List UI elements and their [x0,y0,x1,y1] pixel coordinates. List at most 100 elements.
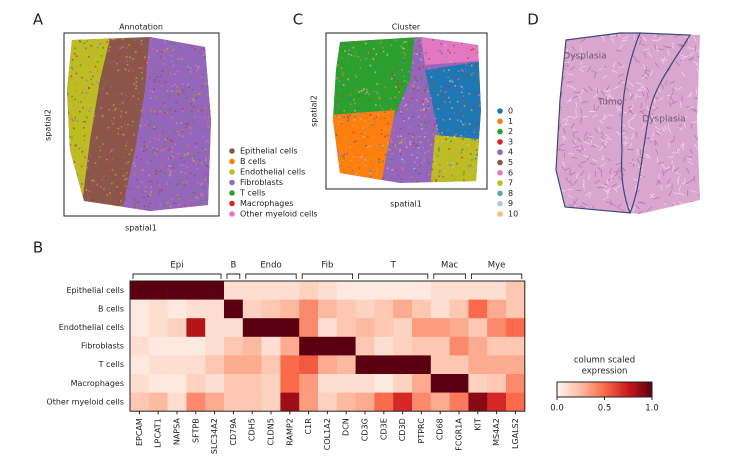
legend-marker [497,108,503,114]
heatmap-cell [148,336,168,356]
group-label: Mye [488,261,506,271]
heatmap-cell [487,336,507,356]
heatmap-cell [468,281,488,300]
colorbar-step [609,382,612,397]
colorbar-step [588,382,591,397]
legend-label: 5 [508,158,513,167]
colorbar-step [583,382,586,397]
legend-marker [229,148,235,154]
column-label: CD68 [436,418,445,440]
colorbar-tick-label: 1.0 [645,404,659,414]
heatmap-cell [506,392,526,412]
region-label: Dysplasia [642,115,685,125]
region-label: Tumor [597,98,626,108]
heatmap-cell [393,392,413,412]
colorbar-step [563,382,566,397]
heatmap-cell [186,355,206,375]
heatmap-cell [430,374,450,393]
colorbar-step [607,382,610,397]
heatmap-cell [468,336,488,356]
heatmap-cell [506,374,526,393]
colorbar-step [561,382,564,397]
colorbar-step [587,382,589,397]
column-label: CD3G [361,418,370,441]
legend-label: Other myeloid cells [240,210,318,219]
legend-label: 0 [508,107,513,116]
heatmap-cell [148,299,168,319]
column-label: LGALS2 [511,418,520,449]
heatmap-cell [242,355,262,375]
heatmap-cell [374,374,394,393]
legend-marker [229,211,235,217]
colorbar-step [599,382,602,397]
heatmap-cell [506,355,526,375]
row-label: Other myeloid cells [46,397,124,406]
panel-label: C [293,11,303,29]
heatmap-cell [506,318,526,338]
heatmap-cell [487,299,507,319]
heatmap-cell [167,355,187,375]
heatmap-cell [148,355,168,375]
colorbar-step [644,382,646,397]
column-label: RAMP2 [285,418,294,446]
heatmap-cell [318,392,338,412]
heatmap-cell [374,355,394,375]
group-bracket [301,273,354,279]
heatmap-cell [205,392,225,412]
heatmap-cell [299,374,319,393]
heatmap-cell [374,392,394,412]
legend-marker [497,159,503,166]
heatmap-cell [468,299,488,319]
colorbar-step [637,382,640,397]
colorbar-step [558,382,561,397]
heatmap-cell [430,355,450,375]
colorbar-step [585,382,588,397]
heatmap-cell [299,318,319,338]
heatmap-cell [506,299,526,319]
heatmap-cell [299,299,319,319]
heatmap-cell [242,281,262,300]
heatmap-cell [355,355,375,375]
heatmap-cell [393,355,413,375]
plot-title: Cluster [392,23,421,32]
colorbar-step [604,382,607,397]
legend-marker [497,118,503,125]
heatmap-cell [280,392,300,412]
colorbar-step [626,382,629,397]
heatmap-cell [374,336,394,356]
heatmap-cell [468,318,488,338]
heatmap-cell [412,336,432,356]
column-label: EPCAM [135,418,144,446]
colorbar-step [598,382,601,397]
heatmap-cell [412,392,432,412]
colorbar-step [572,382,575,397]
heatmap-cell [130,299,150,319]
heatmap-cell [299,355,319,375]
heatmap-cell [167,318,187,338]
heatmap-cell [374,318,394,338]
legend-label: T cells [239,189,265,198]
group-label: T [390,261,397,271]
colorbar-step [593,382,596,397]
column-label: NAPSA [173,418,182,446]
heatmap-cell [449,355,469,375]
column-label: DCN [342,418,351,436]
colorbar-step [620,382,623,397]
column-label: FCGR1A [455,418,464,451]
heatmap-cell [393,299,413,319]
colorbar-tick-label: 0.0 [550,404,564,414]
y-axis-label: spatial2 [44,109,53,141]
heatmap-cell [430,318,450,338]
heatmap-cell [355,299,375,319]
heatmap-cell [336,318,356,338]
heatmap-cell [261,374,281,393]
column-label: CDH5 [248,418,257,441]
heatmap-cell [487,318,507,338]
heatmap-cell [318,374,338,393]
legend-label: 9 [508,199,513,208]
group-label: Mac [441,261,459,271]
colorbar-step [629,382,632,397]
heatmap-cell [242,336,262,356]
heatmap-cell [205,281,225,300]
legend-label: Endothelial cells [240,168,305,177]
